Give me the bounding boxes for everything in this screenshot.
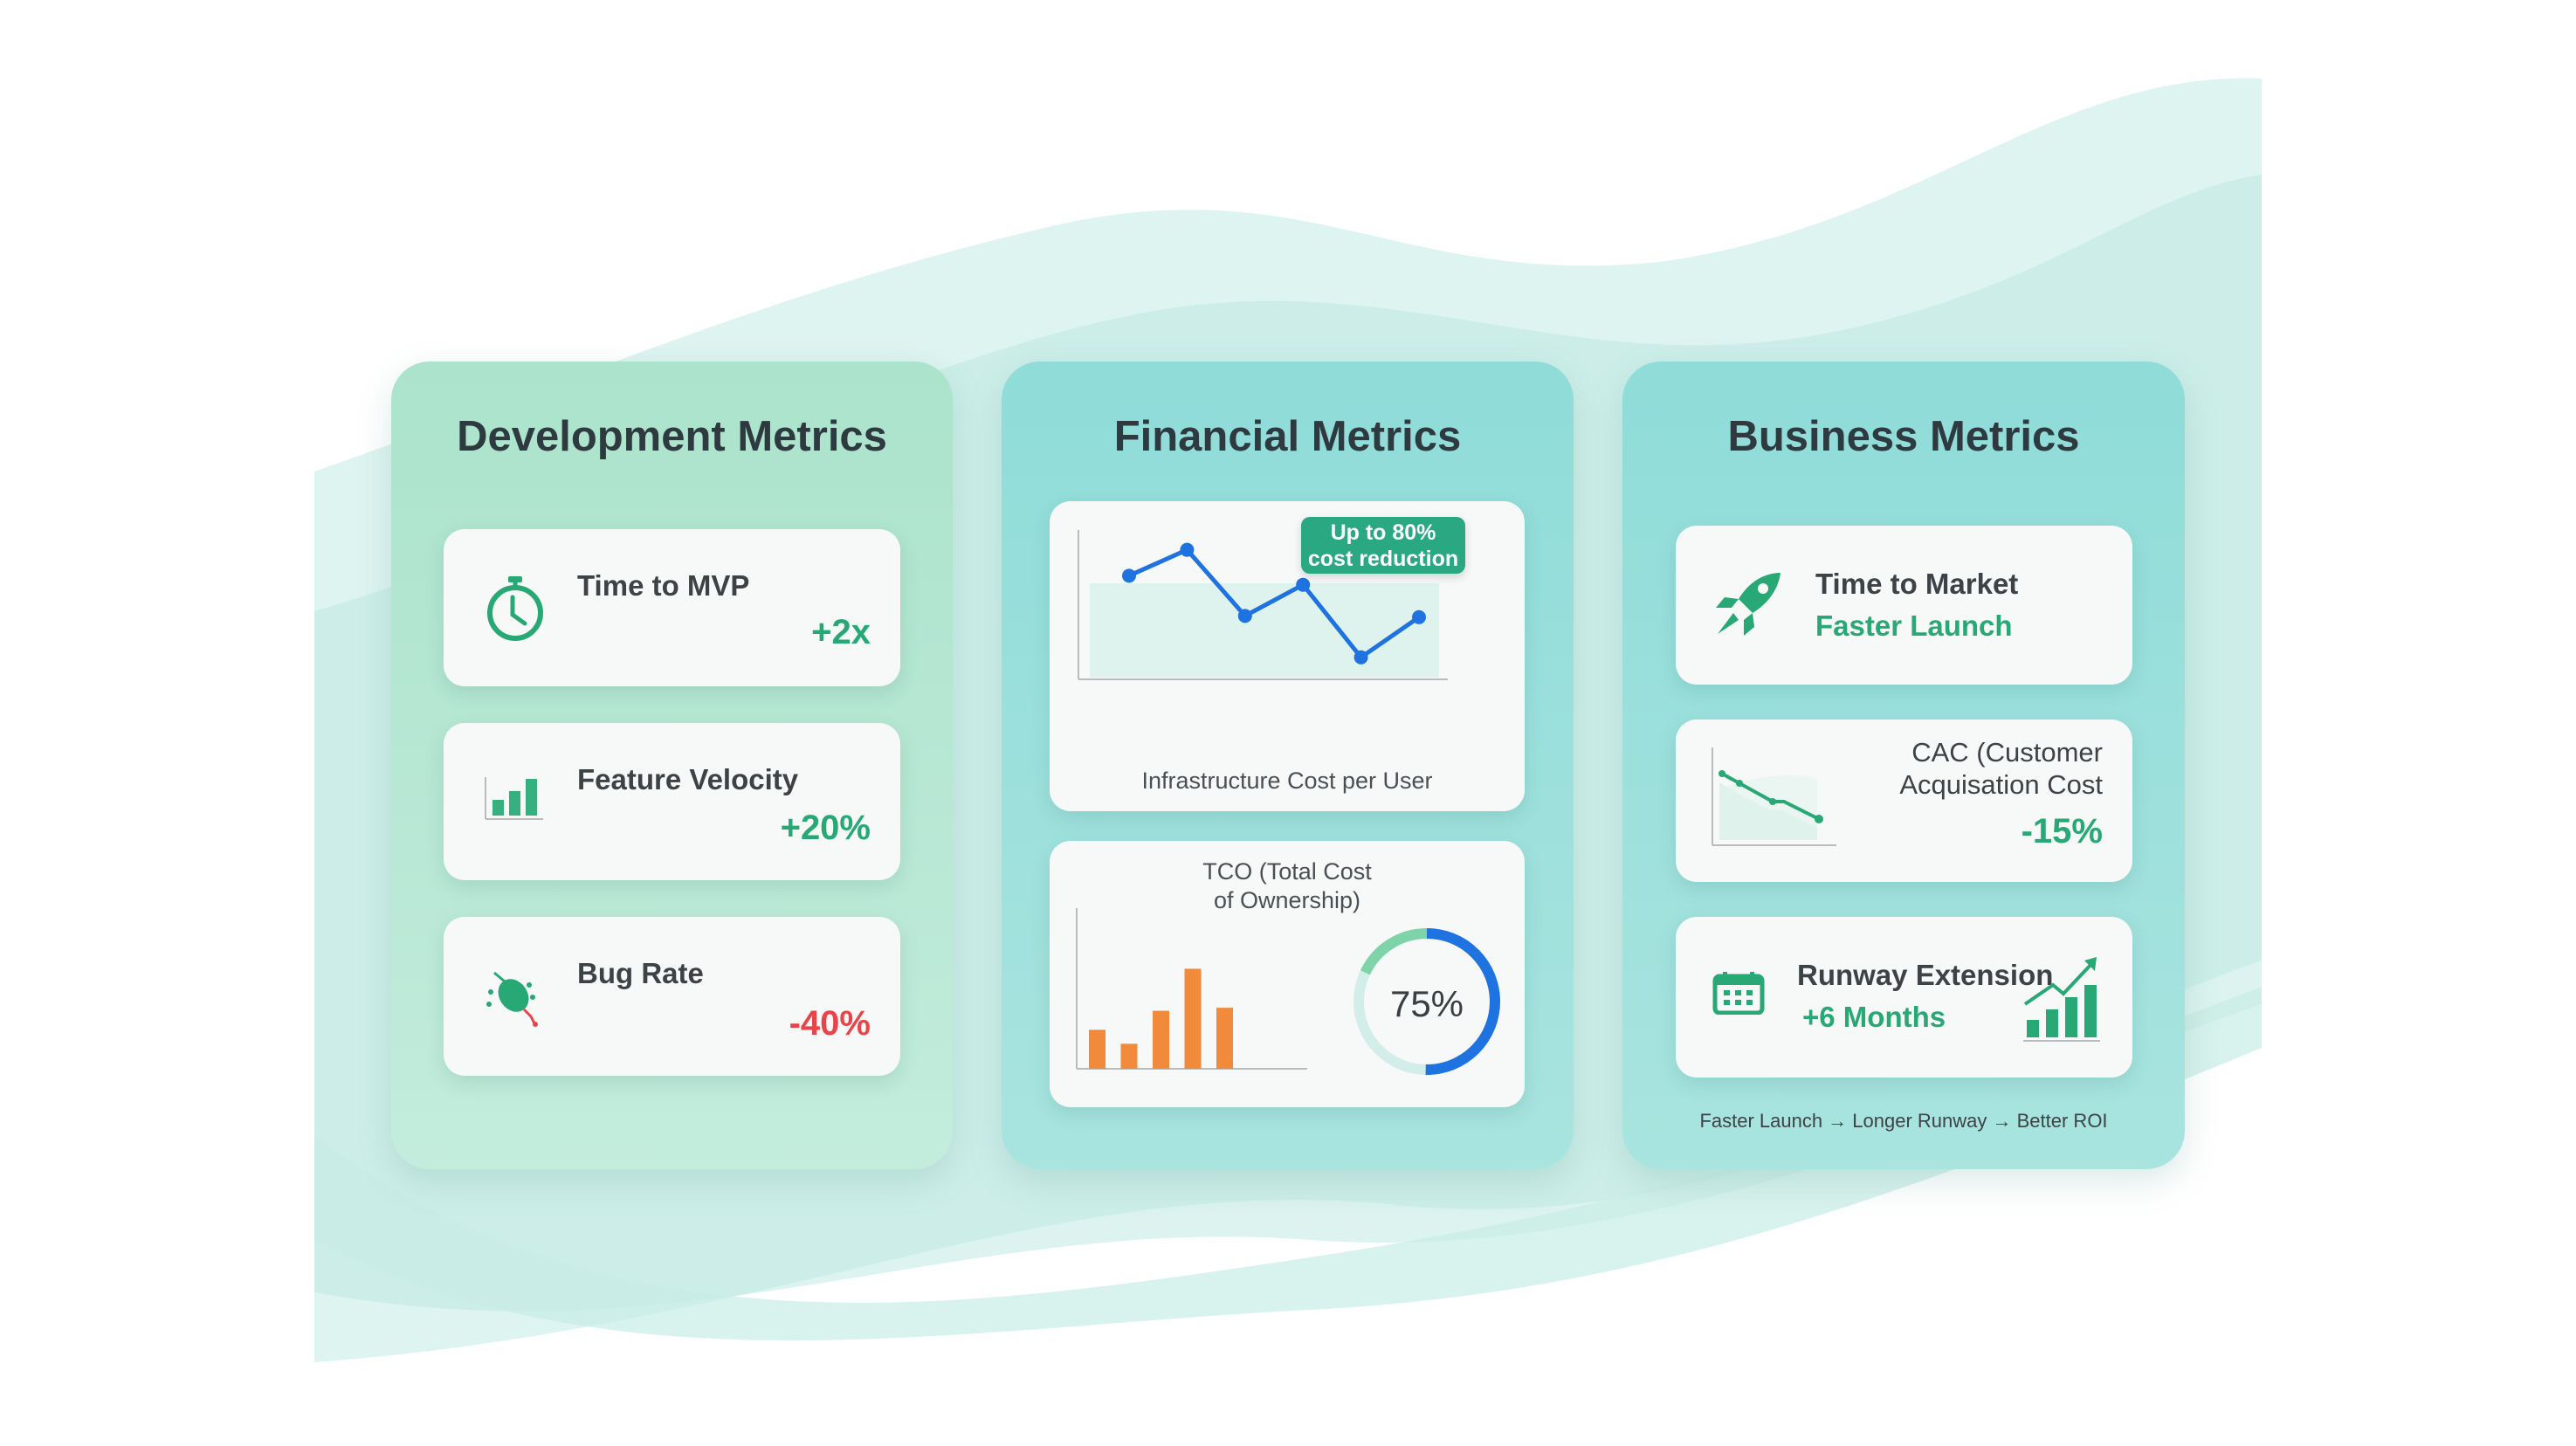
development-panel-title: Development Metrics xyxy=(457,413,887,460)
card-label-line2: Acquisation Cost xyxy=(1899,769,2103,800)
rocket-icon xyxy=(1716,573,1780,636)
card-label: Bug Rate xyxy=(577,957,704,989)
bug-icon xyxy=(486,971,538,1027)
badge-line1: Up to 80% xyxy=(1330,520,1436,545)
card-label: Time to Market xyxy=(1815,568,2019,600)
line-point xyxy=(1237,609,1252,623)
tco-title-line1: TCO (Total Cost xyxy=(1202,858,1372,885)
chart-area-fill xyxy=(1090,583,1439,678)
time-to-mvp-card: Time to MVP +2x xyxy=(444,529,900,686)
line-point xyxy=(1296,577,1311,592)
runway-extension-card: Runway Extension +6 Months xyxy=(1676,917,2132,1078)
line-point xyxy=(1353,650,1368,664)
card-value: Faster Launch xyxy=(1815,609,2013,642)
time-to-market-card: Time to Market Faster Launch xyxy=(1676,526,2132,685)
card-label: Feature Velocity xyxy=(577,763,799,795)
x-axis-label: Infrastructure Cost per User xyxy=(1141,768,1432,794)
tco-bar xyxy=(1216,1008,1233,1069)
donut-value-segment xyxy=(1353,928,1500,1075)
tco-bar xyxy=(1120,1043,1138,1069)
card-value: +6 Months xyxy=(1802,1001,1946,1033)
donut-center-label: 75% xyxy=(1390,983,1464,1024)
calendar-icon xyxy=(1712,972,1765,1015)
feature-velocity-card: Feature Velocity +20% xyxy=(444,723,900,880)
card-value: +20% xyxy=(780,809,871,847)
card-value: -40% xyxy=(789,1004,871,1043)
donut-accent-segment xyxy=(1353,928,1500,1075)
business-footer: Faster Launch → Longer Runway → Better R… xyxy=(1699,1110,2108,1132)
stopwatch-icon xyxy=(487,576,543,641)
card-label-line1: CAC (Customer xyxy=(1911,737,2103,768)
card-label: Runway Extension xyxy=(1797,959,2054,991)
line-point xyxy=(1180,542,1195,557)
tco-bar xyxy=(1184,968,1202,1069)
card-value: -15% xyxy=(2021,812,2103,850)
bug-rate-card: Bug Rate -40% xyxy=(444,917,900,1076)
bar-chart-icon xyxy=(485,777,543,820)
line-point xyxy=(1412,609,1426,624)
cost-reduction-badge: Up to 80% cost reduction xyxy=(1301,517,1465,574)
badge-line2: cost reduction xyxy=(1307,547,1459,571)
tco-bar xyxy=(1153,1010,1169,1069)
tco-title-line2: of Ownership) xyxy=(1214,887,1360,913)
card-label: Time to MVP xyxy=(577,569,750,602)
financial-panel-title: Financial Metrics xyxy=(1113,413,1462,460)
business-panel-title: Business Metrics xyxy=(1727,413,2080,460)
line-series xyxy=(1127,547,1421,661)
card-value: +2x xyxy=(811,613,871,651)
cac-card: CAC (Customer Acquisation Cost -15% xyxy=(1676,720,2132,882)
tco-bar xyxy=(1089,1029,1105,1069)
line-point xyxy=(1122,568,1136,583)
growth-chart-icon xyxy=(2023,957,2100,1042)
declining-line-chart-icon xyxy=(1712,747,1836,846)
